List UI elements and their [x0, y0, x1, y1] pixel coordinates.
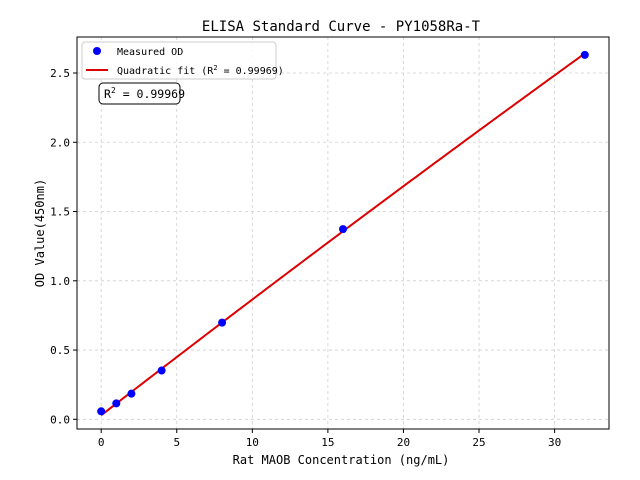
x-axis-ticks: 0 5 10 15 20 25 30 [98, 429, 561, 449]
y-tick-label: 0.5 [50, 344, 70, 357]
y-axis-label: OD Value(450nm) [33, 179, 47, 287]
measured-point [339, 225, 347, 234]
x-tick-label: 20 [397, 436, 410, 449]
x-tick-label: 5 [173, 436, 180, 449]
r-squared-annotation: R2 = 0.99969 [98, 82, 185, 105]
y-tick-label: 1.5 [50, 206, 70, 219]
y-axis-ticks: 0.0 0.5 1.0 1.5 2.0 2.5 [50, 67, 77, 426]
y-tick-label: 0.0 [50, 413, 70, 426]
chart-title: ELISA Standard Curve - PY1058Ra-T [202, 19, 481, 35]
x-tick-label: 10 [246, 436, 259, 449]
grid-lines [77, 37, 609, 429]
measured-point [127, 389, 136, 398]
r-squared-sup: 2 [111, 86, 116, 95]
measured-point [97, 407, 106, 416]
measured-point [157, 366, 166, 375]
x-tick-label: 25 [472, 436, 485, 449]
x-tick-label: 30 [548, 436, 561, 449]
r-squared-text: R2 = 0.99969 [104, 86, 185, 101]
quadratic-fit-line [100, 52, 586, 417]
measured-point [218, 318, 227, 327]
x-axis-label: Rat MAOB Concentration (ng/mL) [233, 453, 450, 467]
legend-marker-measured [93, 47, 101, 55]
y-tick-label: 1.0 [50, 275, 70, 288]
r-squared-box [98, 82, 181, 105]
y-tick-label: 2.0 [50, 136, 70, 149]
legend: Measured OD Quadratic fit (R2 = 0.99969) [81, 41, 284, 80]
legend-label-fit: Quadratic fit (R2 = 0.99969) [117, 64, 284, 77]
legend-label-fit-suffix: = 0.99969) [218, 66, 284, 77]
x-tick-label: 0 [98, 436, 105, 449]
legend-box [81, 41, 277, 80]
point-layer [97, 50, 589, 416]
plot-frame [76, 36, 610, 430]
legend-label-fit-main: Quadratic fit (R [117, 66, 214, 77]
x-tick-label: 15 [321, 436, 334, 449]
measured-point [112, 399, 121, 408]
legend-label-measured: Measured OD [117, 47, 183, 58]
fit-layer [100, 52, 586, 417]
y-tick-label: 2.5 [50, 67, 70, 80]
r-squared-suffix: = 0.99969 [116, 87, 185, 101]
legend-label-fit-sup: 2 [213, 64, 217, 72]
r-squared-prefix: R [104, 87, 111, 101]
measured-point [580, 50, 589, 59]
